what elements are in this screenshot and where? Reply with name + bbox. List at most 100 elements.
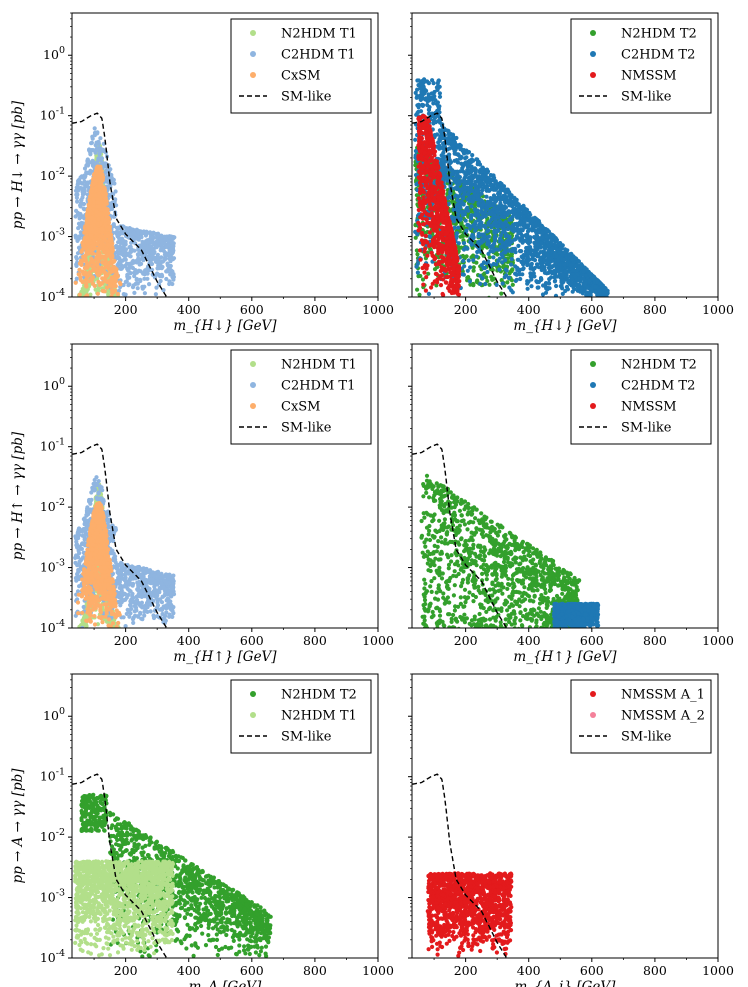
point xyxy=(127,282,132,287)
point xyxy=(93,150,98,155)
x-tick-label: 1000 xyxy=(362,302,394,317)
point xyxy=(480,276,485,281)
point xyxy=(513,271,518,276)
point xyxy=(123,247,129,252)
point xyxy=(134,258,139,263)
point xyxy=(465,268,470,273)
point xyxy=(86,262,91,267)
point xyxy=(481,253,486,258)
x-tick-label: 200 xyxy=(114,302,138,317)
point xyxy=(490,243,495,248)
point xyxy=(430,78,435,83)
point xyxy=(110,255,115,260)
point xyxy=(97,187,102,192)
point xyxy=(90,276,95,281)
point xyxy=(413,137,418,142)
point xyxy=(532,258,538,263)
point xyxy=(413,163,418,168)
point xyxy=(143,268,148,273)
point xyxy=(149,261,155,267)
point xyxy=(509,257,514,262)
point xyxy=(145,240,150,245)
point xyxy=(100,254,105,259)
point xyxy=(75,251,81,256)
point xyxy=(503,258,508,263)
legend-label: C2HDM T1 xyxy=(281,48,355,63)
point xyxy=(466,258,471,263)
point xyxy=(99,281,105,286)
point xyxy=(89,256,94,261)
point xyxy=(487,282,492,287)
point xyxy=(106,220,112,225)
point xyxy=(98,136,103,141)
point xyxy=(456,225,461,230)
point xyxy=(78,277,83,283)
point xyxy=(141,258,146,263)
point xyxy=(154,285,159,290)
point xyxy=(77,234,82,239)
point xyxy=(93,226,98,231)
point xyxy=(131,230,136,236)
point xyxy=(110,265,115,270)
point xyxy=(103,246,109,251)
point xyxy=(167,279,172,284)
point xyxy=(150,250,156,255)
point xyxy=(110,259,115,264)
point xyxy=(81,288,86,293)
point xyxy=(100,288,105,293)
point xyxy=(445,178,450,183)
point xyxy=(101,203,106,208)
point xyxy=(80,192,86,197)
point xyxy=(465,275,470,280)
point xyxy=(469,242,474,247)
point xyxy=(128,265,133,270)
point xyxy=(474,260,479,265)
x-tick-label: 400 xyxy=(177,302,201,317)
point xyxy=(153,292,158,297)
point xyxy=(74,276,79,281)
point xyxy=(162,234,167,239)
point xyxy=(139,230,144,235)
point xyxy=(553,278,558,283)
point xyxy=(142,291,147,296)
point xyxy=(158,278,163,284)
point xyxy=(95,241,100,246)
point xyxy=(88,292,93,297)
point xyxy=(117,236,122,241)
plot-area xyxy=(72,112,177,301)
point xyxy=(116,250,121,255)
point xyxy=(94,170,99,175)
point xyxy=(78,175,83,180)
point xyxy=(108,232,113,237)
point xyxy=(500,281,505,286)
point xyxy=(509,278,514,283)
point xyxy=(147,282,152,287)
legend-label: N2HDM T1 xyxy=(281,27,357,42)
legend-marker xyxy=(250,51,256,57)
point xyxy=(96,216,101,222)
point xyxy=(93,287,98,292)
point xyxy=(76,178,81,184)
point xyxy=(96,257,101,262)
point xyxy=(164,276,169,282)
point xyxy=(431,101,436,106)
point xyxy=(80,269,85,274)
point xyxy=(167,247,172,253)
point xyxy=(162,257,167,262)
point xyxy=(89,192,94,197)
point xyxy=(415,252,420,257)
point xyxy=(104,285,110,290)
point xyxy=(129,227,134,232)
series-cxsm xyxy=(73,164,123,297)
point xyxy=(505,280,510,285)
point xyxy=(140,253,145,258)
y-tick-label: 10-3 xyxy=(40,227,65,244)
point xyxy=(115,297,119,301)
point xyxy=(91,176,96,181)
point xyxy=(123,292,128,297)
legend-marker xyxy=(250,30,256,36)
point xyxy=(95,200,100,205)
point xyxy=(133,236,138,241)
point xyxy=(486,220,491,226)
